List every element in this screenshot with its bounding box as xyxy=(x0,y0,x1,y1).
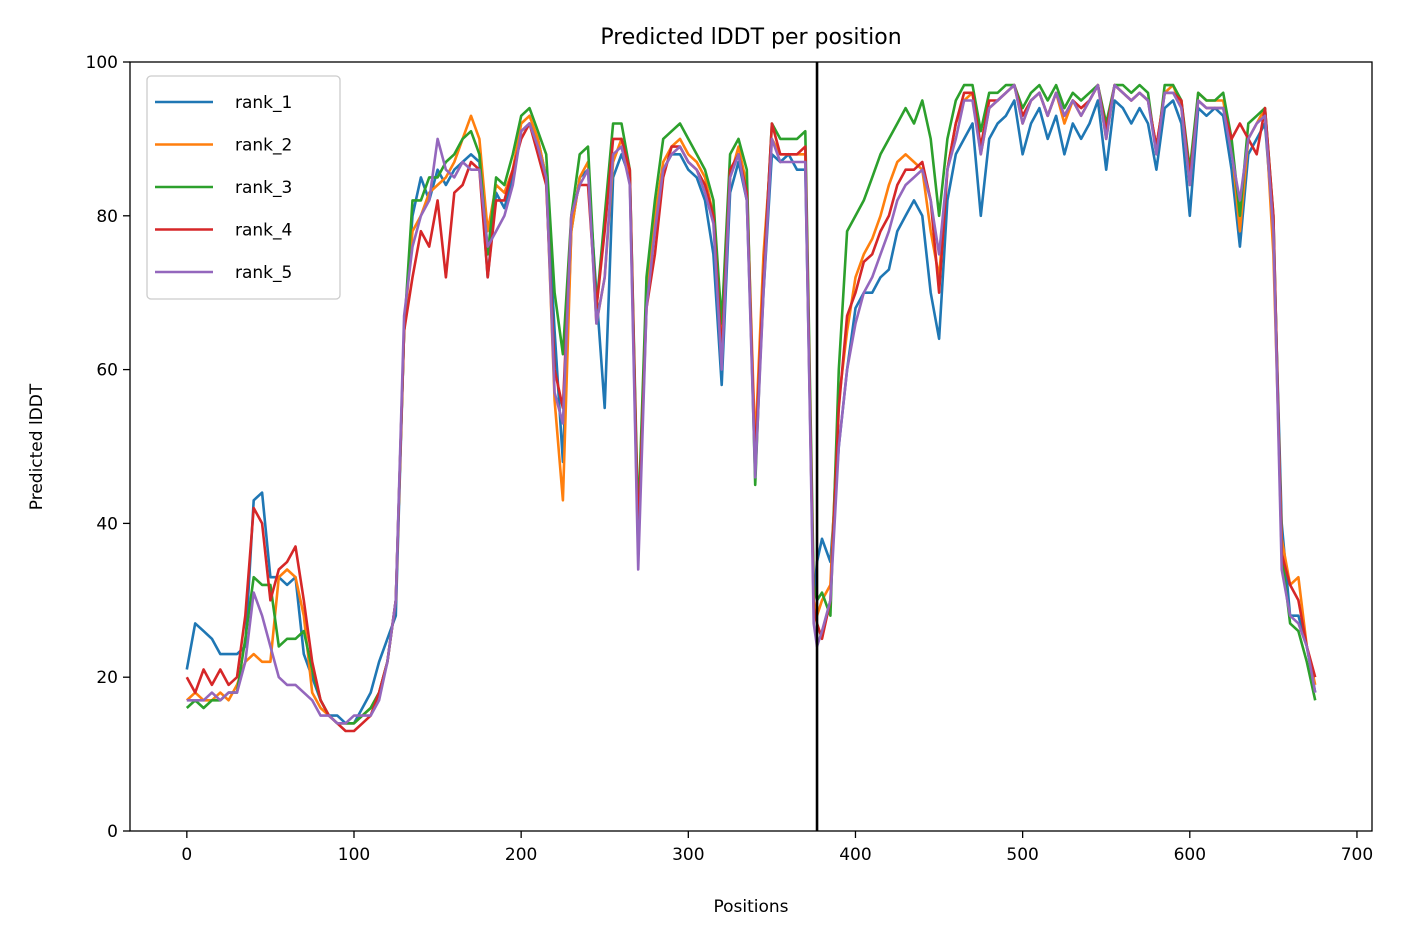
y-axis-label: Predicted lDDT xyxy=(27,383,47,510)
y-tick-label: 80 xyxy=(96,207,118,227)
y-tick-label: 20 xyxy=(96,668,118,688)
legend-label-rank_2: rank_2 xyxy=(235,136,292,156)
x-tick-label: 300 xyxy=(672,845,704,865)
legend-label-rank_5: rank_5 xyxy=(235,263,292,283)
y-tick-label: 0 xyxy=(107,822,118,842)
x-tick-label: 600 xyxy=(1174,845,1206,865)
plot-area xyxy=(185,62,1317,831)
x-tick-label: 200 xyxy=(505,845,537,865)
legend-label-rank_3: rank_3 xyxy=(235,178,292,198)
series-line-rank_5 xyxy=(186,83,1317,725)
plot-frame xyxy=(129,61,1373,832)
axes-layer: 0 100 200 300 400 500 600 700 0 20 40 60 80 100 xyxy=(86,53,1374,865)
y-tick-label: 100 xyxy=(86,53,118,73)
legend: rank_1 rank_2 rank_3 rank_4 rank_5 xyxy=(146,75,341,300)
y-tick-label: 40 xyxy=(96,514,118,534)
x-axis-label: Positions xyxy=(713,897,788,917)
x-tick-label: 700 xyxy=(1341,845,1373,865)
x-tick-label: 500 xyxy=(1006,845,1038,865)
legend-box xyxy=(146,75,341,300)
x-tick-label: 400 xyxy=(839,845,871,865)
x-tick-label: 0 xyxy=(181,845,192,865)
chart-title: Predicted lDDT per position xyxy=(600,25,901,50)
legend-label-rank_1: rank_1 xyxy=(235,93,292,113)
legend-label-rank_4: rank_4 xyxy=(235,221,292,241)
x-tick-label: 100 xyxy=(338,845,370,865)
y-tick-label: 60 xyxy=(96,361,118,381)
